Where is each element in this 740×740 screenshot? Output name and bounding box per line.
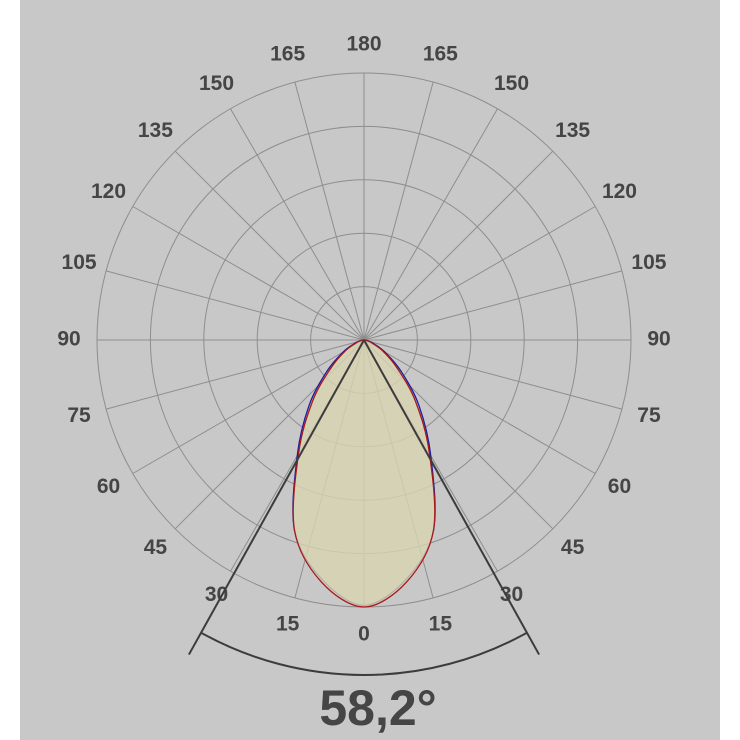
angle-tick-label: 60 [608,475,631,498]
grid-spoke [132,206,365,341]
angle-tick-label: 105 [62,251,97,274]
curve-fill [293,340,435,607]
angle-tick-label: 90 [647,328,670,351]
grid-spoke [363,270,623,341]
grid-spoke [363,150,554,341]
angle-tick-label: 30 [500,583,523,606]
angle-tick-label: 75 [637,404,661,427]
grid-spoke [294,81,365,341]
angle-tick-label: 105 [631,251,666,274]
angle-tick-label: 75 [67,404,91,427]
angle-tick-label: 135 [555,119,590,142]
angle-tick-label: 150 [199,72,234,95]
angle-tick-label: 120 [602,180,637,203]
angle-tick-label: 60 [97,475,120,498]
angle-tick-label: 90 [57,328,80,351]
angle-tick-label: 165 [423,43,458,66]
beam-arc [200,631,528,676]
grid-spoke [363,206,596,341]
angle-tick-label: 45 [561,536,585,559]
angle-tick-label: 135 [138,119,173,142]
beam-angle-label: 58,2° [319,680,436,736]
grid-spoke [174,150,365,341]
angle-tick-label: 150 [494,72,529,95]
grid-spoke [363,81,434,341]
angle-tick-label: 30 [205,583,228,606]
grid-spoke [105,270,365,341]
beam-line [363,339,540,656]
angle-tick-label: 120 [91,180,126,203]
grid-spoke [363,339,623,410]
angle-tick-label: 180 [346,33,381,56]
grid-spoke [363,108,498,341]
grid-spoke [132,339,365,474]
grid-spoke [363,339,596,474]
grid-spoke [230,108,365,341]
curve [292,339,436,608]
angle-tick-label: 165 [270,43,305,66]
angle-tick-label: 15 [429,612,453,635]
angle-tick-label: 45 [144,536,168,559]
beam-line [188,339,365,656]
angle-tick-label: 15 [276,612,300,635]
grid-spoke [105,339,365,410]
angle-tick-label: 0 [358,623,370,646]
